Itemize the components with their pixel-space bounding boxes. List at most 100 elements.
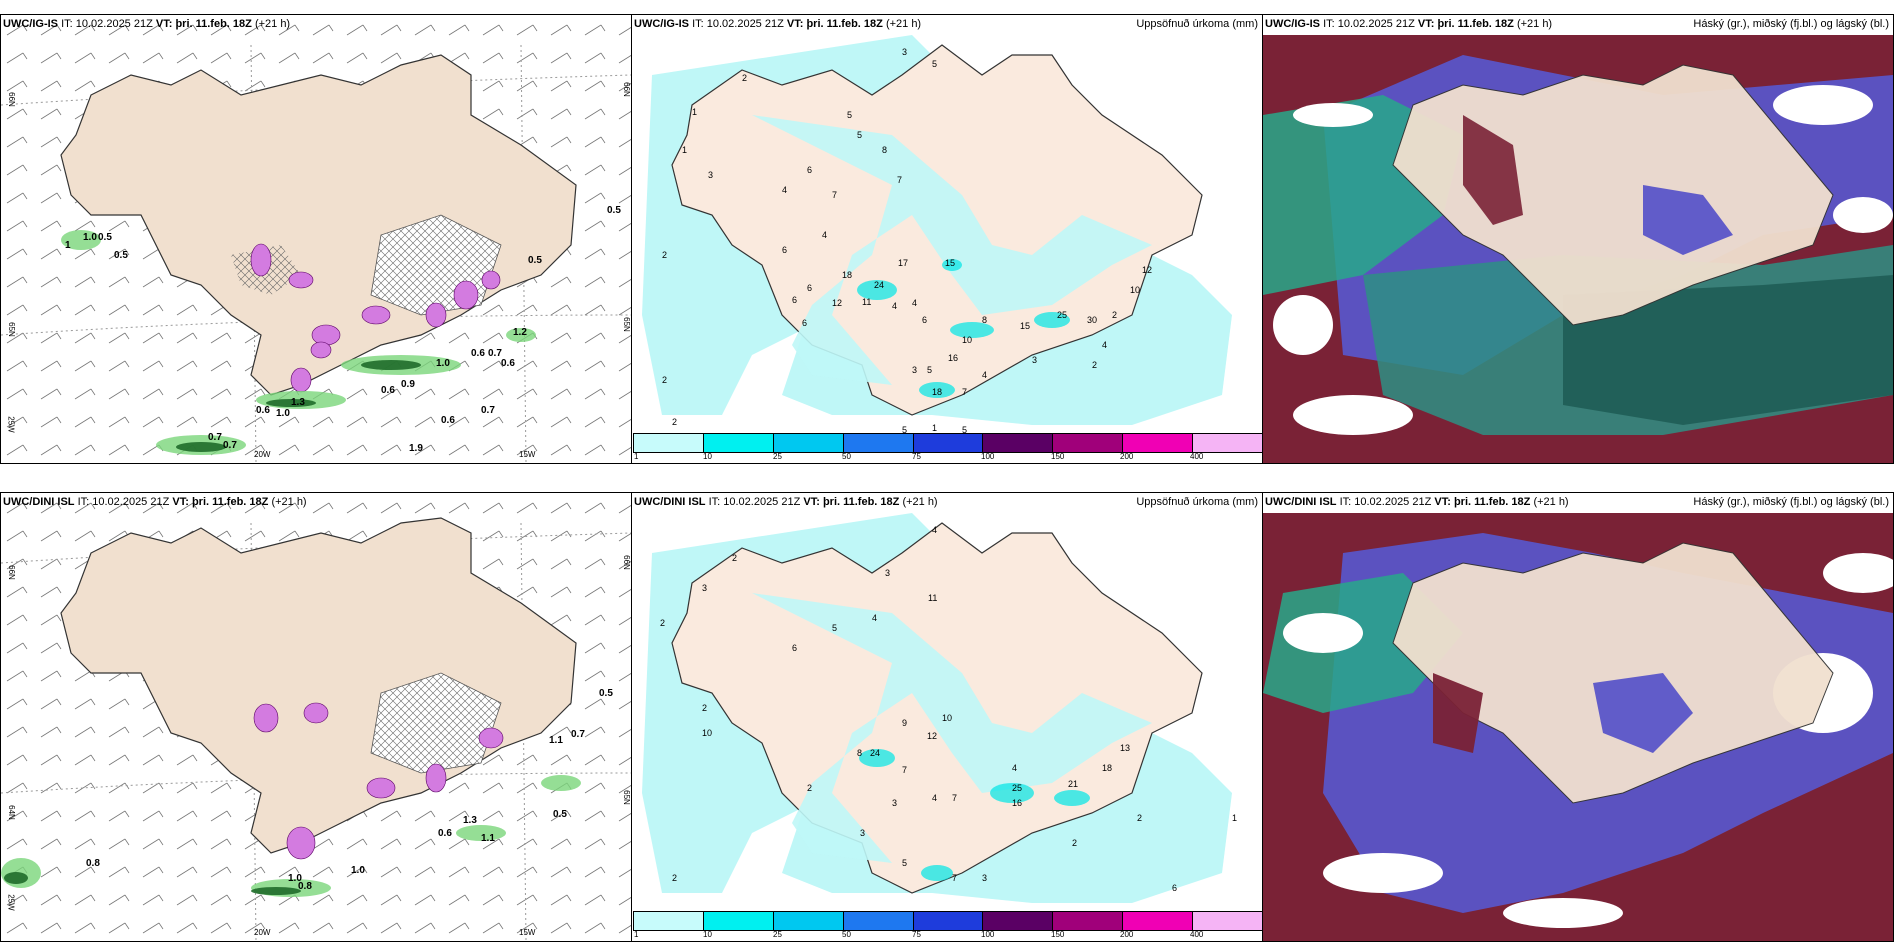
panel-top-middle: UWC/IG-IS IT: 10.02.2025 21Z VT: þri. 11…: [631, 14, 1263, 464]
colorbar-tick: 75: [912, 930, 921, 939]
value-label: 25: [1057, 310, 1068, 320]
colorbar-bin: [1053, 912, 1124, 930]
colorbar-bin: [843, 434, 914, 452]
lon-label-20w: 20W: [254, 928, 271, 937]
value-label: 5: [902, 858, 908, 868]
value-label: 7: [897, 175, 903, 185]
value-label: 6: [807, 165, 813, 175]
value-label: 3: [912, 365, 918, 375]
value-label: 0.5: [528, 255, 542, 266]
colorbar-bin: [913, 434, 984, 452]
colorbar-tick: 10: [703, 930, 712, 939]
value-label: 5: [857, 130, 863, 140]
colorbar-tick: 1: [634, 452, 639, 461]
lat-label-65n-right: 65N: [621, 317, 631, 332]
value-label: 30: [1087, 315, 1098, 325]
value-label: 9: [902, 718, 908, 728]
value-label: 2: [672, 417, 678, 427]
panel-header: UWC/IG-IS IT: 10.02.2025 21Z VT: þri. 11…: [1265, 18, 1889, 30]
value-label: 21: [1068, 779, 1079, 789]
colorbar-tick: 1: [634, 930, 639, 939]
colorbar-tick: 150: [1051, 930, 1065, 939]
field-title: Háský (gr.), miðský (fj.bl.) og lágský (…: [1693, 496, 1889, 508]
panel-header: UWC/IG-IS IT: 10.02.2025 21Z VT: þri. 11…: [634, 18, 1258, 30]
value-label: 4: [912, 298, 918, 308]
value-label: 1.0: [288, 873, 302, 884]
value-label: 2: [672, 873, 678, 883]
colorbar-bin: [634, 434, 704, 452]
colorbar-bin: [634, 912, 704, 930]
value-label: 4: [1102, 340, 1108, 350]
value-label: 18: [842, 270, 853, 280]
value-label: 1: [932, 423, 938, 433]
value-label: 2: [1072, 838, 1078, 848]
value-label: 1.0: [436, 358, 450, 369]
value-label: 8: [857, 748, 863, 758]
field-title: Uppsöfnuð úrkoma (mm): [1136, 18, 1258, 30]
panel-bottom-right: UWC/DINI ISL IT: 10.02.2025 21Z VT: þri.…: [1262, 492, 1894, 942]
field-title: Uppsöfnuð úrkoma (mm): [1136, 496, 1258, 508]
value-label: 4: [1012, 763, 1018, 773]
value-label: 3: [885, 568, 891, 578]
value-label: 0.6: [441, 415, 455, 426]
value-label: 18: [1102, 763, 1113, 773]
panel-header: UWC/IG-IS IT: 10.02.2025 21Z VT: þri. 11…: [3, 18, 291, 30]
value-label: 11: [928, 593, 938, 603]
value-label: 6: [782, 245, 788, 255]
value-label: 2: [807, 783, 813, 793]
value-label: 2: [1137, 813, 1143, 823]
value-label: 1.1: [549, 735, 563, 746]
value-label: 0.6: [438, 828, 452, 839]
value-label: 0.8: [86, 858, 100, 869]
value-label: 0.7: [571, 729, 585, 740]
value-label: 1.3: [291, 397, 305, 408]
value-label: 12: [927, 731, 938, 741]
value-label: 3: [1032, 355, 1038, 365]
colorbar-bin: [843, 912, 914, 930]
value-label: 15: [945, 258, 956, 268]
value-label: 1.0: [276, 408, 290, 419]
map-precip-bottom: [642, 513, 1232, 903]
value-label: 24: [874, 280, 885, 290]
value-label: 0.5: [98, 232, 112, 243]
lat-label-66n: 66N: [6, 92, 16, 107]
panel-header: UWC/DINI ISL IT: 10.02.2025 21Z VT: þri.…: [3, 496, 307, 508]
colorbar-bin: [773, 912, 844, 930]
value-label: 1.1: [481, 833, 495, 844]
value-label: 0.6: [381, 385, 395, 396]
value-label: 1: [1232, 813, 1238, 823]
lat-label-64n: 64N: [6, 805, 16, 820]
colorbar-tick: 100: [981, 930, 995, 939]
colorbar-tick: 10: [703, 452, 712, 461]
value-label: 18: [932, 387, 943, 397]
value-label: 1.0: [351, 865, 365, 876]
lon-label-20w: 20W: [254, 450, 271, 459]
panel-bottom-left: UWC/DINI ISL IT: 10.02.2025 21Z VT: þri.…: [0, 492, 632, 942]
colorbar-bin: [983, 912, 1054, 930]
value-label: 7: [952, 793, 958, 803]
value-label: 1: [692, 107, 698, 117]
value-label: 16: [948, 353, 959, 363]
value-label: 0.6: [256, 405, 270, 416]
map-wind-bottom: [1, 493, 631, 941]
value-label: 1: [65, 240, 71, 251]
value-label: 2: [662, 375, 668, 385]
colorbar-bin: [1193, 912, 1263, 930]
value-label: 1.9: [409, 443, 423, 454]
precip-colorbar-bottom: [633, 911, 1263, 931]
value-label: 5: [932, 59, 938, 69]
value-label: 17: [898, 258, 909, 268]
value-label: 10: [942, 713, 953, 723]
value-label: 4: [892, 301, 898, 311]
value-label: 0.8: [298, 881, 312, 892]
colorbar-tick: 400: [1190, 452, 1204, 461]
value-label: 6: [792, 643, 798, 653]
value-label: 5: [902, 425, 908, 435]
panel-bottom-middle: UWC/DINI ISL IT: 10.02.2025 21Z VT: þri.…: [631, 492, 1263, 942]
value-label: 10: [962, 335, 973, 345]
value-label: 13: [1120, 743, 1131, 753]
panel-header: UWC/DINI ISL IT: 10.02.2025 21Z VT: þri.…: [1265, 496, 1889, 508]
value-label: 12: [1142, 265, 1153, 275]
value-label: 11: [862, 297, 872, 307]
lat-label-66n-right: 66N: [621, 82, 631, 97]
